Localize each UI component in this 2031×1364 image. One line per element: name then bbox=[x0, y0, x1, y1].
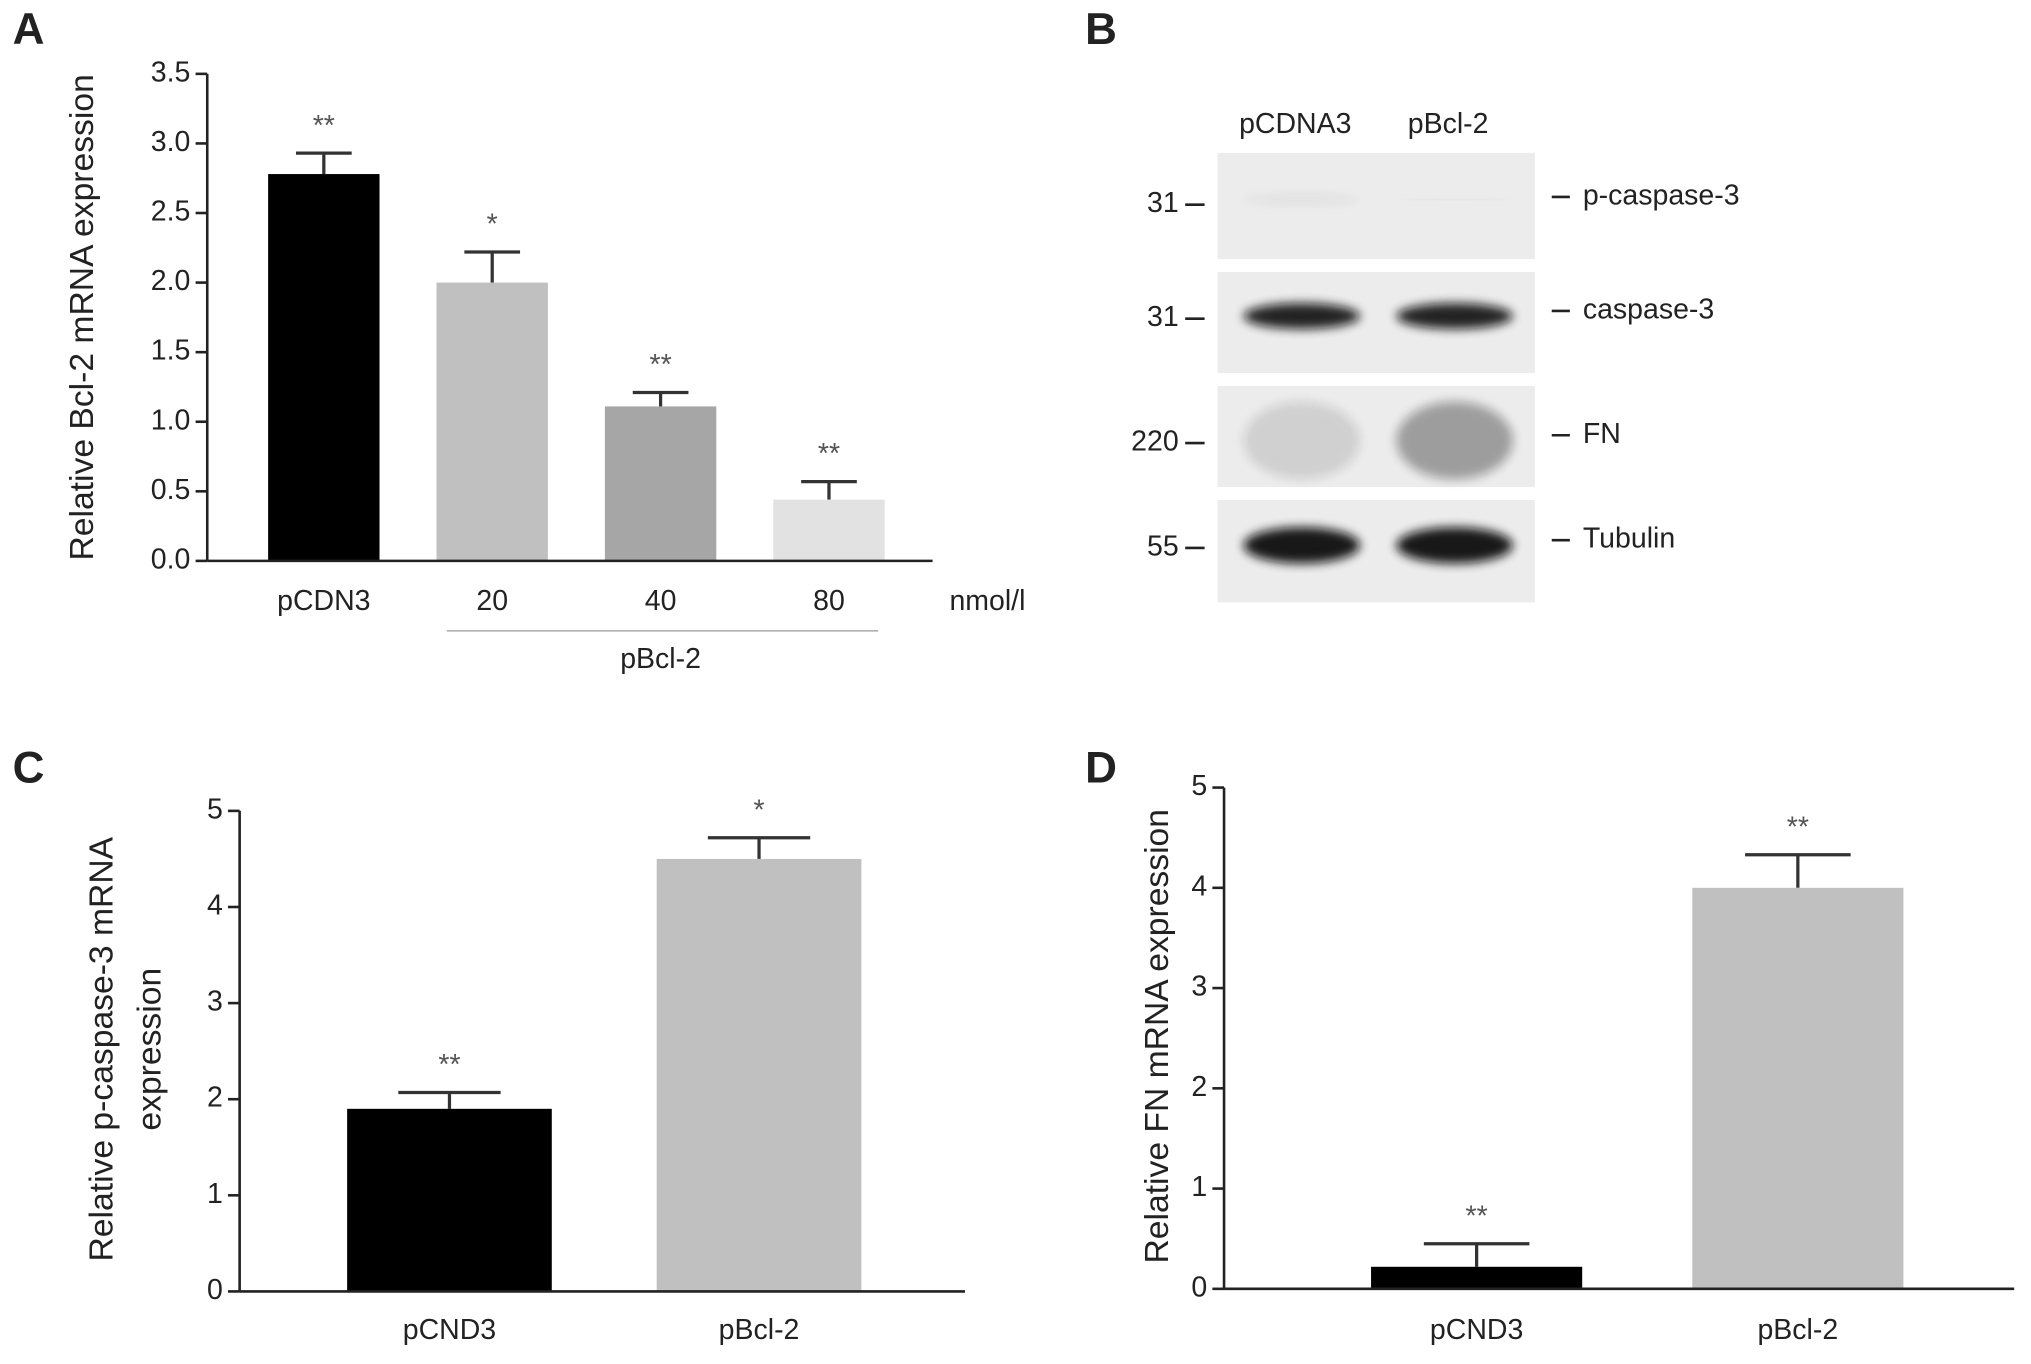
panel-label: D bbox=[1085, 743, 1117, 792]
x-tick-label: 80 bbox=[813, 585, 845, 617]
x-tick-label: pCND3 bbox=[1430, 1314, 1523, 1346]
panel-label: B bbox=[1085, 5, 1117, 54]
x-tick-label: pCDN3 bbox=[277, 585, 370, 617]
x-tick-label: pBcl-2 bbox=[719, 1314, 800, 1346]
protein-label: FN bbox=[1583, 418, 1621, 450]
bar bbox=[1371, 1266, 1583, 1289]
y-tick-label: 2 bbox=[207, 1082, 223, 1114]
blot-strip bbox=[1217, 152, 1535, 260]
blot-band bbox=[1243, 401, 1361, 480]
bar bbox=[604, 406, 717, 561]
panel-label: C bbox=[13, 743, 45, 792]
y-tick-label: 3 bbox=[207, 986, 223, 1018]
y-tick-label: 0 bbox=[1191, 1271, 1207, 1303]
blot-band bbox=[1243, 527, 1361, 564]
x-tick-label: pBcl-2 bbox=[1757, 1314, 1838, 1346]
bar bbox=[347, 1108, 552, 1292]
bar bbox=[773, 499, 885, 561]
significance-label: * bbox=[487, 209, 498, 241]
y-tick-label: 1 bbox=[1191, 1171, 1207, 1203]
y-tick-label: 3.0 bbox=[151, 126, 191, 158]
y-tick-label: 5 bbox=[1191, 770, 1207, 802]
y-tick-label: 3.5 bbox=[151, 56, 191, 88]
y-tick-label: 5 bbox=[207, 793, 223, 825]
protein-label: caspase-3 bbox=[1583, 293, 1714, 325]
marker-label: 55 bbox=[1147, 530, 1179, 562]
y-axis-label: Relative Bcl-2 mRNA expression bbox=[64, 74, 101, 560]
lane-label: pCDNA3 bbox=[1239, 108, 1351, 140]
blot-band bbox=[1243, 303, 1361, 330]
blot-band bbox=[1396, 527, 1513, 564]
blot-band bbox=[1396, 303, 1513, 330]
y-axis-label: Relative p-caspase-3 mRNA bbox=[84, 836, 121, 1261]
y-tick-label: 2.0 bbox=[151, 265, 191, 297]
y-tick-label: 1.0 bbox=[151, 404, 191, 436]
blot-band bbox=[1396, 401, 1513, 480]
bar bbox=[268, 174, 380, 561]
significance-label: ** bbox=[438, 1049, 460, 1081]
marker-label: 31 bbox=[1147, 187, 1179, 219]
y-tick-label: 3 bbox=[1191, 971, 1207, 1003]
panel-label: A bbox=[13, 5, 45, 54]
marker-label: 220 bbox=[1131, 426, 1179, 458]
bar bbox=[1692, 887, 1904, 1289]
significance-label: ** bbox=[650, 349, 672, 381]
bar bbox=[436, 282, 548, 561]
y-tick-label: 1.5 bbox=[151, 335, 191, 367]
y-tick-label: 1 bbox=[207, 1178, 223, 1210]
y-tick-label: 4 bbox=[1191, 870, 1207, 902]
y-axis-label: expression bbox=[131, 968, 168, 1131]
blot-band bbox=[1243, 194, 1361, 205]
significance-label: ** bbox=[818, 438, 840, 470]
y-tick-label: 0 bbox=[207, 1274, 223, 1306]
x-tick-label: pCND3 bbox=[403, 1314, 496, 1346]
y-tick-label: 2 bbox=[1191, 1071, 1207, 1103]
lane-label: pBcl-2 bbox=[1408, 108, 1489, 140]
y-tick-label: 4 bbox=[207, 890, 223, 922]
significance-label: ** bbox=[313, 110, 335, 142]
y-tick-label: 0.0 bbox=[151, 543, 191, 575]
protein-label: Tubulin bbox=[1583, 523, 1675, 555]
significance-label: ** bbox=[1787, 811, 1809, 843]
significance-label: * bbox=[753, 794, 764, 826]
y-tick-label: 0.5 bbox=[151, 474, 191, 506]
x-tick-label: 40 bbox=[645, 585, 677, 617]
x-tick-label: 20 bbox=[476, 585, 508, 617]
significance-label: ** bbox=[1466, 1200, 1488, 1232]
unit-label: nmol/l bbox=[949, 585, 1025, 617]
group-label: pBcl-2 bbox=[620, 643, 701, 675]
protein-label: p-caspase-3 bbox=[1583, 179, 1740, 211]
y-axis-label: Relative FN mRNA expression bbox=[1139, 809, 1176, 1264]
blot-band bbox=[1396, 199, 1513, 200]
marker-label: 31 bbox=[1147, 301, 1179, 333]
y-tick-label: 2.5 bbox=[151, 196, 191, 228]
bar bbox=[656, 858, 862, 1292]
